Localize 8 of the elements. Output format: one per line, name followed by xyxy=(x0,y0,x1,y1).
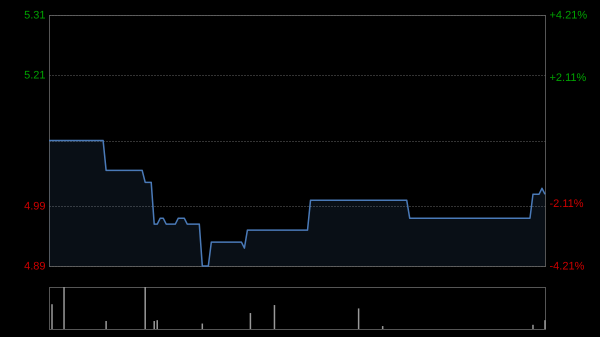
y2-tick-label: +4.21% xyxy=(550,10,588,22)
y-tick-label: 5.21 xyxy=(24,69,46,82)
y2-tick-label: +2.11% xyxy=(550,72,587,84)
y-tick-label: 4.99 xyxy=(24,200,46,213)
y2-tick-label: -2.11% xyxy=(550,198,584,210)
y-tick-label: 4.89 xyxy=(24,260,46,272)
y2-tick-label: -4.21% xyxy=(550,260,585,272)
y-tick-label: 5.31 xyxy=(24,10,46,22)
